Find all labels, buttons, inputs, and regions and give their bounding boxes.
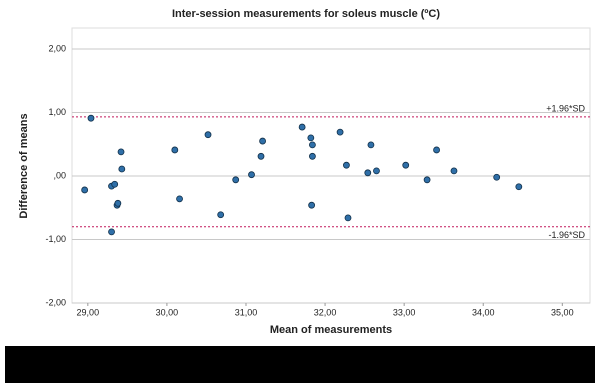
point xyxy=(81,186,89,194)
x-tick-label: 35,00 xyxy=(551,307,574,317)
y-tick-label: 1,00 xyxy=(48,107,66,117)
point xyxy=(307,134,315,142)
point xyxy=(493,173,501,181)
point xyxy=(308,201,316,209)
y-axis-title: Difference of means xyxy=(18,113,30,218)
x-tick-label: 31,00 xyxy=(235,307,258,317)
y-tick-label: ,00 xyxy=(53,170,66,180)
chart: Inter-session measurements for soleus mu… xyxy=(18,8,591,336)
point xyxy=(433,146,440,154)
point xyxy=(204,131,212,139)
point xyxy=(343,161,350,169)
point xyxy=(344,214,352,222)
point xyxy=(373,167,380,175)
point xyxy=(108,228,115,236)
point xyxy=(87,114,95,122)
point xyxy=(111,180,119,188)
point xyxy=(257,152,265,160)
chart-title: Inter-session measurements for soleus mu… xyxy=(172,8,440,20)
point xyxy=(309,152,316,160)
x-tick-label: 32,00 xyxy=(314,307,337,317)
x-tick-label: 30,00 xyxy=(156,307,179,317)
point xyxy=(118,165,126,173)
redaction-bar xyxy=(5,346,595,383)
point xyxy=(515,183,523,191)
reference-label: -1.96*SD xyxy=(548,230,585,240)
point xyxy=(176,195,183,203)
point xyxy=(117,148,125,156)
point xyxy=(217,211,225,219)
point xyxy=(114,199,122,207)
x-tick-label: 34,00 xyxy=(472,307,495,317)
point xyxy=(450,167,458,175)
point xyxy=(232,176,240,184)
point xyxy=(171,146,179,154)
point xyxy=(309,141,316,149)
point xyxy=(367,141,375,149)
point xyxy=(248,171,255,179)
point xyxy=(298,123,306,131)
point xyxy=(259,137,266,145)
point xyxy=(402,161,410,169)
x-tick-label: 29,00 xyxy=(77,307,100,317)
point xyxy=(423,176,431,184)
y-tick-label: -1,00 xyxy=(45,234,66,244)
plot-frame xyxy=(71,27,591,304)
point xyxy=(336,128,344,136)
x-tick-label: 33,00 xyxy=(393,307,416,317)
y-tick-label: 2,00 xyxy=(48,43,66,53)
point xyxy=(364,169,372,177)
y-tick-label: -2,00 xyxy=(45,297,66,307)
reference-label: +1.96*SD xyxy=(546,103,585,113)
x-axis-title: Mean of measurements xyxy=(270,324,392,336)
